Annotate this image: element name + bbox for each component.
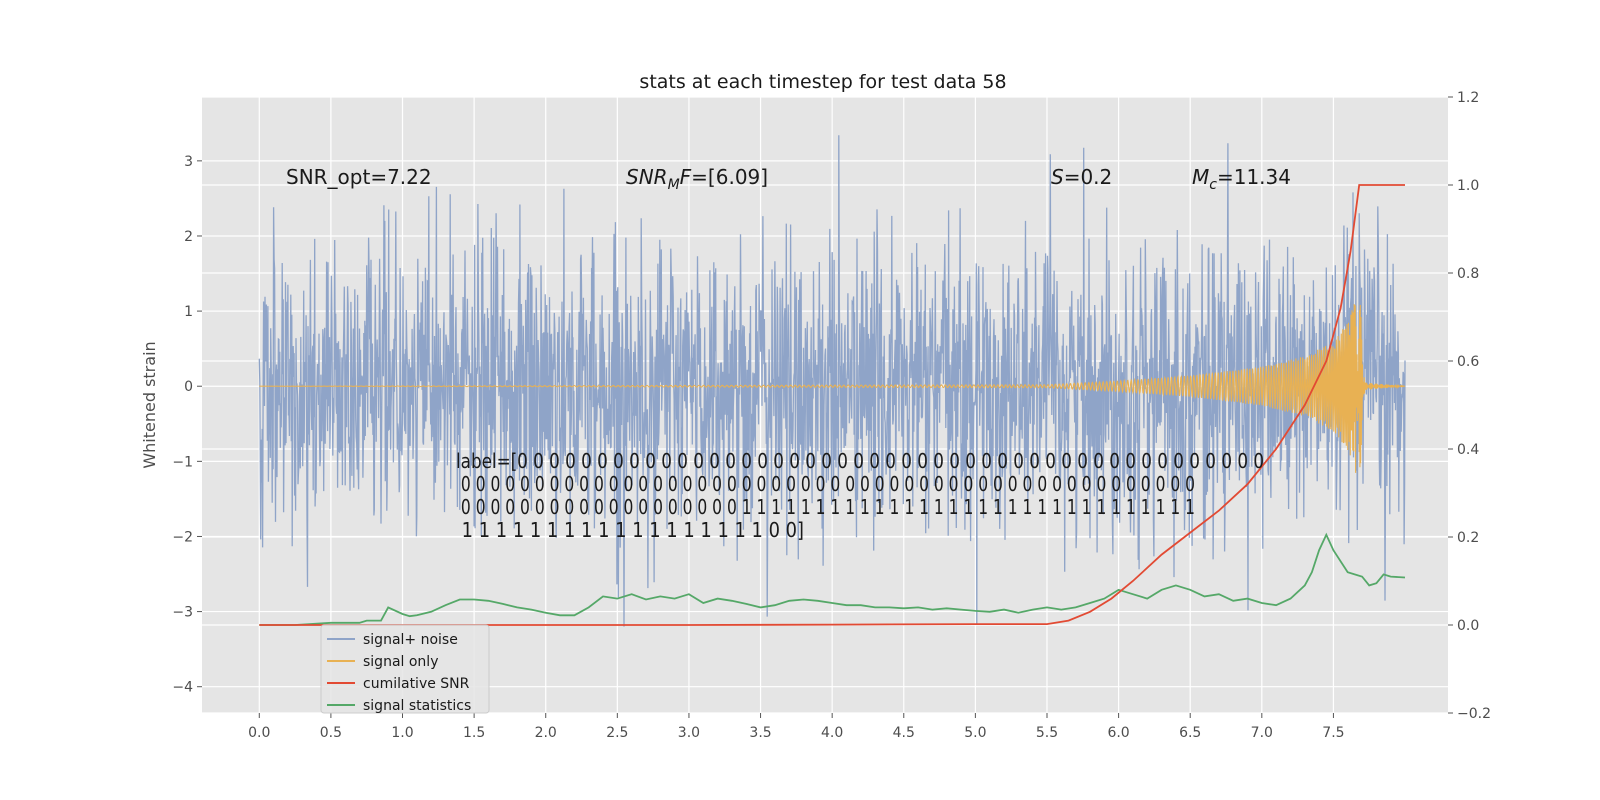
x-tick-label: 7.0: [1251, 725, 1273, 741]
x-tick-label: 6.0: [1107, 725, 1129, 741]
x-tick-label: 2.5: [606, 725, 628, 741]
x-tick-label: 3.5: [749, 725, 771, 741]
series-signal-statistics: [259, 532, 1406, 626]
snr-opt-annotation: SNR_opt=7.22: [286, 165, 432, 189]
s-symbol: S: [1051, 165, 1064, 189]
x-tick-label: 2.0: [535, 725, 557, 741]
y-tick-label: 0: [184, 379, 193, 395]
y-axis-label: Whitened strain: [140, 341, 159, 468]
label-line-1: label=[0 0 0 0 0 0 0 0 0 0 0 0 0 0 0 0 0…: [456, 449, 1264, 473]
s-annotation: S=0.2: [1051, 165, 1112, 189]
x-tick-label: 3.0: [678, 725, 700, 741]
x-tick-label: 0.0: [248, 725, 270, 741]
y2-tick-label: 0.0: [1457, 618, 1479, 634]
s-value: =0.2: [1064, 165, 1113, 189]
series-cumilative-snr: [259, 184, 1405, 626]
mc-subscript: c: [1209, 177, 1217, 193]
legend-entry: cumilative SNR: [363, 676, 470, 692]
y-tick-label: −1: [172, 454, 193, 470]
y-tick-label: 2: [184, 229, 193, 245]
legend-box: [320, 624, 490, 714]
legend-entry: signal statistics: [363, 698, 471, 714]
y-tick-label: 3: [184, 154, 193, 170]
y2-tick-label: 0.6: [1457, 354, 1479, 370]
x-tick-label: 5.5: [1036, 725, 1058, 741]
axes: 0.0 0.5 1.0 1.5 2.0 2.5 3.0 3.5 4.0 4.5 5.0 5.5 6.0 6…: [172, 90, 1491, 741]
snr-mf-symbol-tail: F: [680, 165, 692, 189]
series-layer: [258, 135, 1406, 627]
legend: signal+ noise signal only cumilative SNR si…: [320, 624, 490, 714]
label-line-2: 0 0 0 0 0 0 0 0 0 0 0 0 0 0 0 0 0 0 0 0 …: [456, 472, 1195, 496]
label-annotation: label=[0 0 0 0 0 0 0 0 0 0 0 0 0 0 0 0 0…: [456, 449, 1264, 542]
x-tick-label: 4.5: [893, 725, 915, 741]
mc-annotation: Mc=11.34: [1192, 165, 1291, 193]
y-tick-label: −2: [172, 529, 193, 545]
y2-tick-label: 1.0: [1457, 178, 1479, 194]
mc-symbol: M: [1192, 165, 1209, 189]
x-tick-label: 0.5: [320, 725, 342, 741]
x-tick-label: 4.0: [821, 725, 843, 741]
y2-tick-label: 0.8: [1457, 266, 1479, 282]
chart-title: stats at each timestep for test data 58: [639, 71, 1006, 93]
series-signal-only: [259, 304, 1406, 473]
snr-mf-subscript: M: [668, 177, 680, 193]
y2-tick-label: −0.2: [1457, 706, 1491, 722]
x-tick-label: 5.0: [964, 725, 986, 741]
x-tick-label: 6.5: [1179, 725, 1201, 741]
y-tick-label: −4: [172, 680, 193, 696]
snr-mf-symbol: SNR: [626, 165, 668, 189]
x-tick-label: 7.5: [1322, 725, 1344, 741]
legend-entry: signal only: [363, 654, 438, 670]
y2-tick-label: 1.2: [1457, 90, 1479, 106]
y2-tick-label: 0.2: [1457, 530, 1479, 546]
mc-value: =11.34: [1217, 165, 1291, 189]
series-signal-noise: [258, 135, 1406, 627]
y-tick-label: 1: [184, 304, 193, 320]
snr-mf-annotation: SNRMF=[6.09]: [626, 165, 768, 193]
label-line-3: 0 0 0 0 0 0 0 0 0 0 0 0 0 0 0 0 0 0 0 1 …: [456, 495, 1195, 519]
snr-mf-value: =[6.09]: [691, 165, 768, 189]
x-tick-label: 1.0: [391, 725, 413, 741]
y2-tick-label: 0.4: [1457, 442, 1479, 458]
x-tick-label: 1.5: [463, 725, 485, 741]
y-tick-label: −3: [172, 605, 193, 621]
legend-entry: signal+ noise: [363, 632, 458, 648]
label-line-4: 1 1 1 1 1 1 1 1 1 1 1 1 1 1 1 1 1 1 0 0]: [456, 518, 804, 542]
